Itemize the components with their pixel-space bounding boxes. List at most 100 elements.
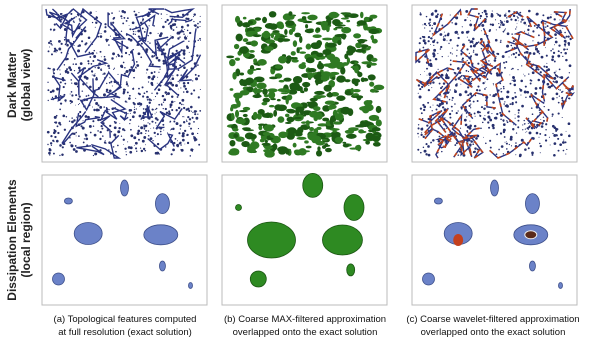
particle <box>48 152 51 155</box>
particle <box>126 81 128 83</box>
particle <box>451 99 452 100</box>
particle <box>496 72 499 75</box>
particle <box>195 117 198 120</box>
element-blob <box>74 223 102 245</box>
particle <box>184 130 186 132</box>
particle <box>125 52 127 54</box>
particle <box>496 134 498 136</box>
filament <box>253 58 257 63</box>
particle <box>496 56 497 57</box>
particle <box>100 69 101 70</box>
particle <box>160 131 162 133</box>
particle <box>112 52 115 55</box>
panels <box>42 5 577 305</box>
particle <box>135 98 136 99</box>
particle <box>481 30 482 31</box>
particle <box>194 113 196 115</box>
particle <box>430 37 432 39</box>
particle <box>60 103 62 105</box>
particle <box>531 154 533 156</box>
particle <box>187 82 189 84</box>
filament <box>262 143 271 146</box>
filament <box>316 113 323 120</box>
filament <box>289 83 300 90</box>
filament <box>255 17 261 20</box>
particle <box>159 153 160 154</box>
particle <box>148 122 149 123</box>
particle <box>129 95 131 97</box>
particle <box>104 58 107 61</box>
particle <box>110 78 111 79</box>
particle <box>130 113 131 114</box>
particle <box>421 86 423 88</box>
particle <box>64 64 65 65</box>
particle <box>148 81 149 82</box>
particle <box>79 96 81 98</box>
particle <box>471 40 474 43</box>
particle <box>133 31 135 33</box>
particle <box>121 136 122 137</box>
particle <box>197 23 199 25</box>
particle <box>197 26 199 28</box>
particle <box>186 134 188 136</box>
particle <box>81 40 83 42</box>
particle <box>513 53 515 55</box>
particle <box>488 60 489 61</box>
particle <box>133 112 134 113</box>
particle <box>88 95 90 97</box>
particle <box>61 154 63 156</box>
particle <box>461 31 464 34</box>
particle <box>47 67 49 69</box>
particle <box>133 136 136 139</box>
particle <box>73 133 75 135</box>
particle <box>489 29 491 31</box>
particle <box>110 36 111 37</box>
particle <box>521 19 523 21</box>
particle <box>127 17 129 19</box>
particle <box>197 64 199 66</box>
particle <box>506 120 507 121</box>
particle <box>133 103 135 105</box>
filament <box>345 130 354 134</box>
filament <box>232 72 236 80</box>
filament <box>332 19 340 25</box>
filament <box>278 132 288 139</box>
filament <box>376 106 382 113</box>
filament <box>245 133 254 140</box>
particle <box>422 104 424 106</box>
particle <box>441 25 443 27</box>
particle <box>559 68 561 70</box>
particle <box>189 126 190 127</box>
particle <box>158 33 159 34</box>
filament <box>325 148 332 152</box>
filament <box>335 137 343 143</box>
particle <box>496 53 498 55</box>
filament <box>248 69 256 71</box>
particle <box>101 125 103 127</box>
filament <box>293 143 297 148</box>
particle <box>476 42 478 44</box>
particle <box>506 141 507 142</box>
particle <box>531 80 533 82</box>
filament <box>287 94 293 100</box>
particle <box>92 60 94 62</box>
particle <box>163 130 164 131</box>
particle <box>104 26 106 28</box>
filament <box>371 35 374 41</box>
filament <box>342 142 346 144</box>
particle <box>500 41 502 43</box>
particle <box>47 131 50 134</box>
filament <box>243 17 247 20</box>
particle <box>442 56 443 57</box>
particle <box>85 134 86 135</box>
particle <box>167 132 168 133</box>
particle <box>508 110 510 112</box>
particle <box>143 108 145 110</box>
filament <box>252 89 263 93</box>
particle <box>516 27 517 28</box>
particle <box>505 13 506 14</box>
particle <box>504 136 506 138</box>
particle <box>559 19 560 20</box>
particle <box>524 120 525 121</box>
particle <box>53 153 55 155</box>
